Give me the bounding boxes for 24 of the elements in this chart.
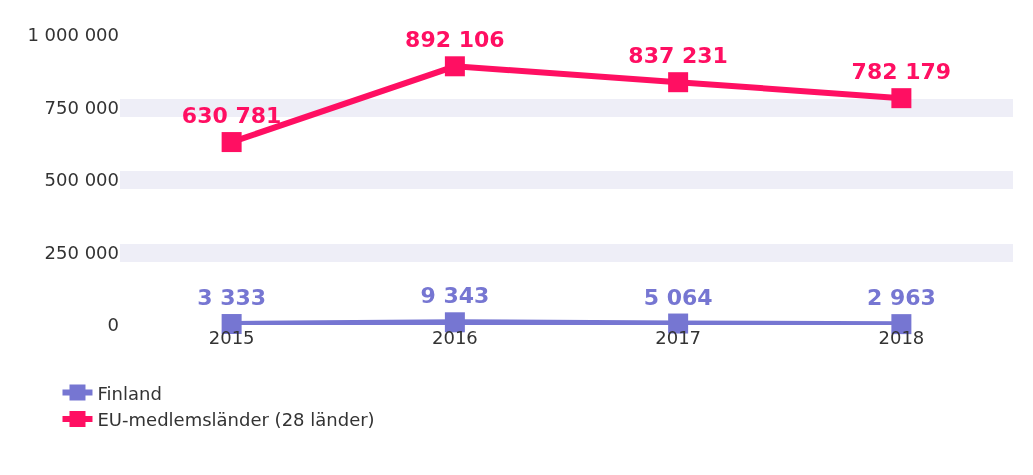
y-tick-label: 250 000 <box>44 241 119 263</box>
x-tick-label: 2018 <box>878 327 925 348</box>
data-label: 837 231 <box>628 43 728 69</box>
point <box>891 88 912 109</box>
y-tick-label: 750 000 <box>44 96 119 118</box>
data-label: 2 963 <box>866 285 936 311</box>
x-tick-label: 2016 <box>431 327 478 348</box>
x-tick-label: 2017 <box>655 327 702 348</box>
y-tick-label: 500 000 <box>44 169 119 191</box>
point <box>668 72 689 93</box>
data-label: 782 179 <box>851 59 952 85</box>
x-tick-label: 2015 <box>208 327 255 348</box>
data-label: 5 064 <box>643 284 713 310</box>
point <box>444 56 465 77</box>
y-tick-label: 0 <box>107 314 119 336</box>
point <box>221 132 242 153</box>
y-tick-label: 1 000 000 <box>27 24 119 46</box>
data-label: 3 333 <box>197 285 267 311</box>
data-label: 630 781 <box>181 103 282 129</box>
point <box>444 312 465 333</box>
legend-label: EU-medlemsländer (28 länder) <box>97 408 375 430</box>
data-label: 892 106 <box>405 27 505 53</box>
legend-label: Finland <box>97 382 162 404</box>
data-label: 9 343 <box>420 283 490 309</box>
